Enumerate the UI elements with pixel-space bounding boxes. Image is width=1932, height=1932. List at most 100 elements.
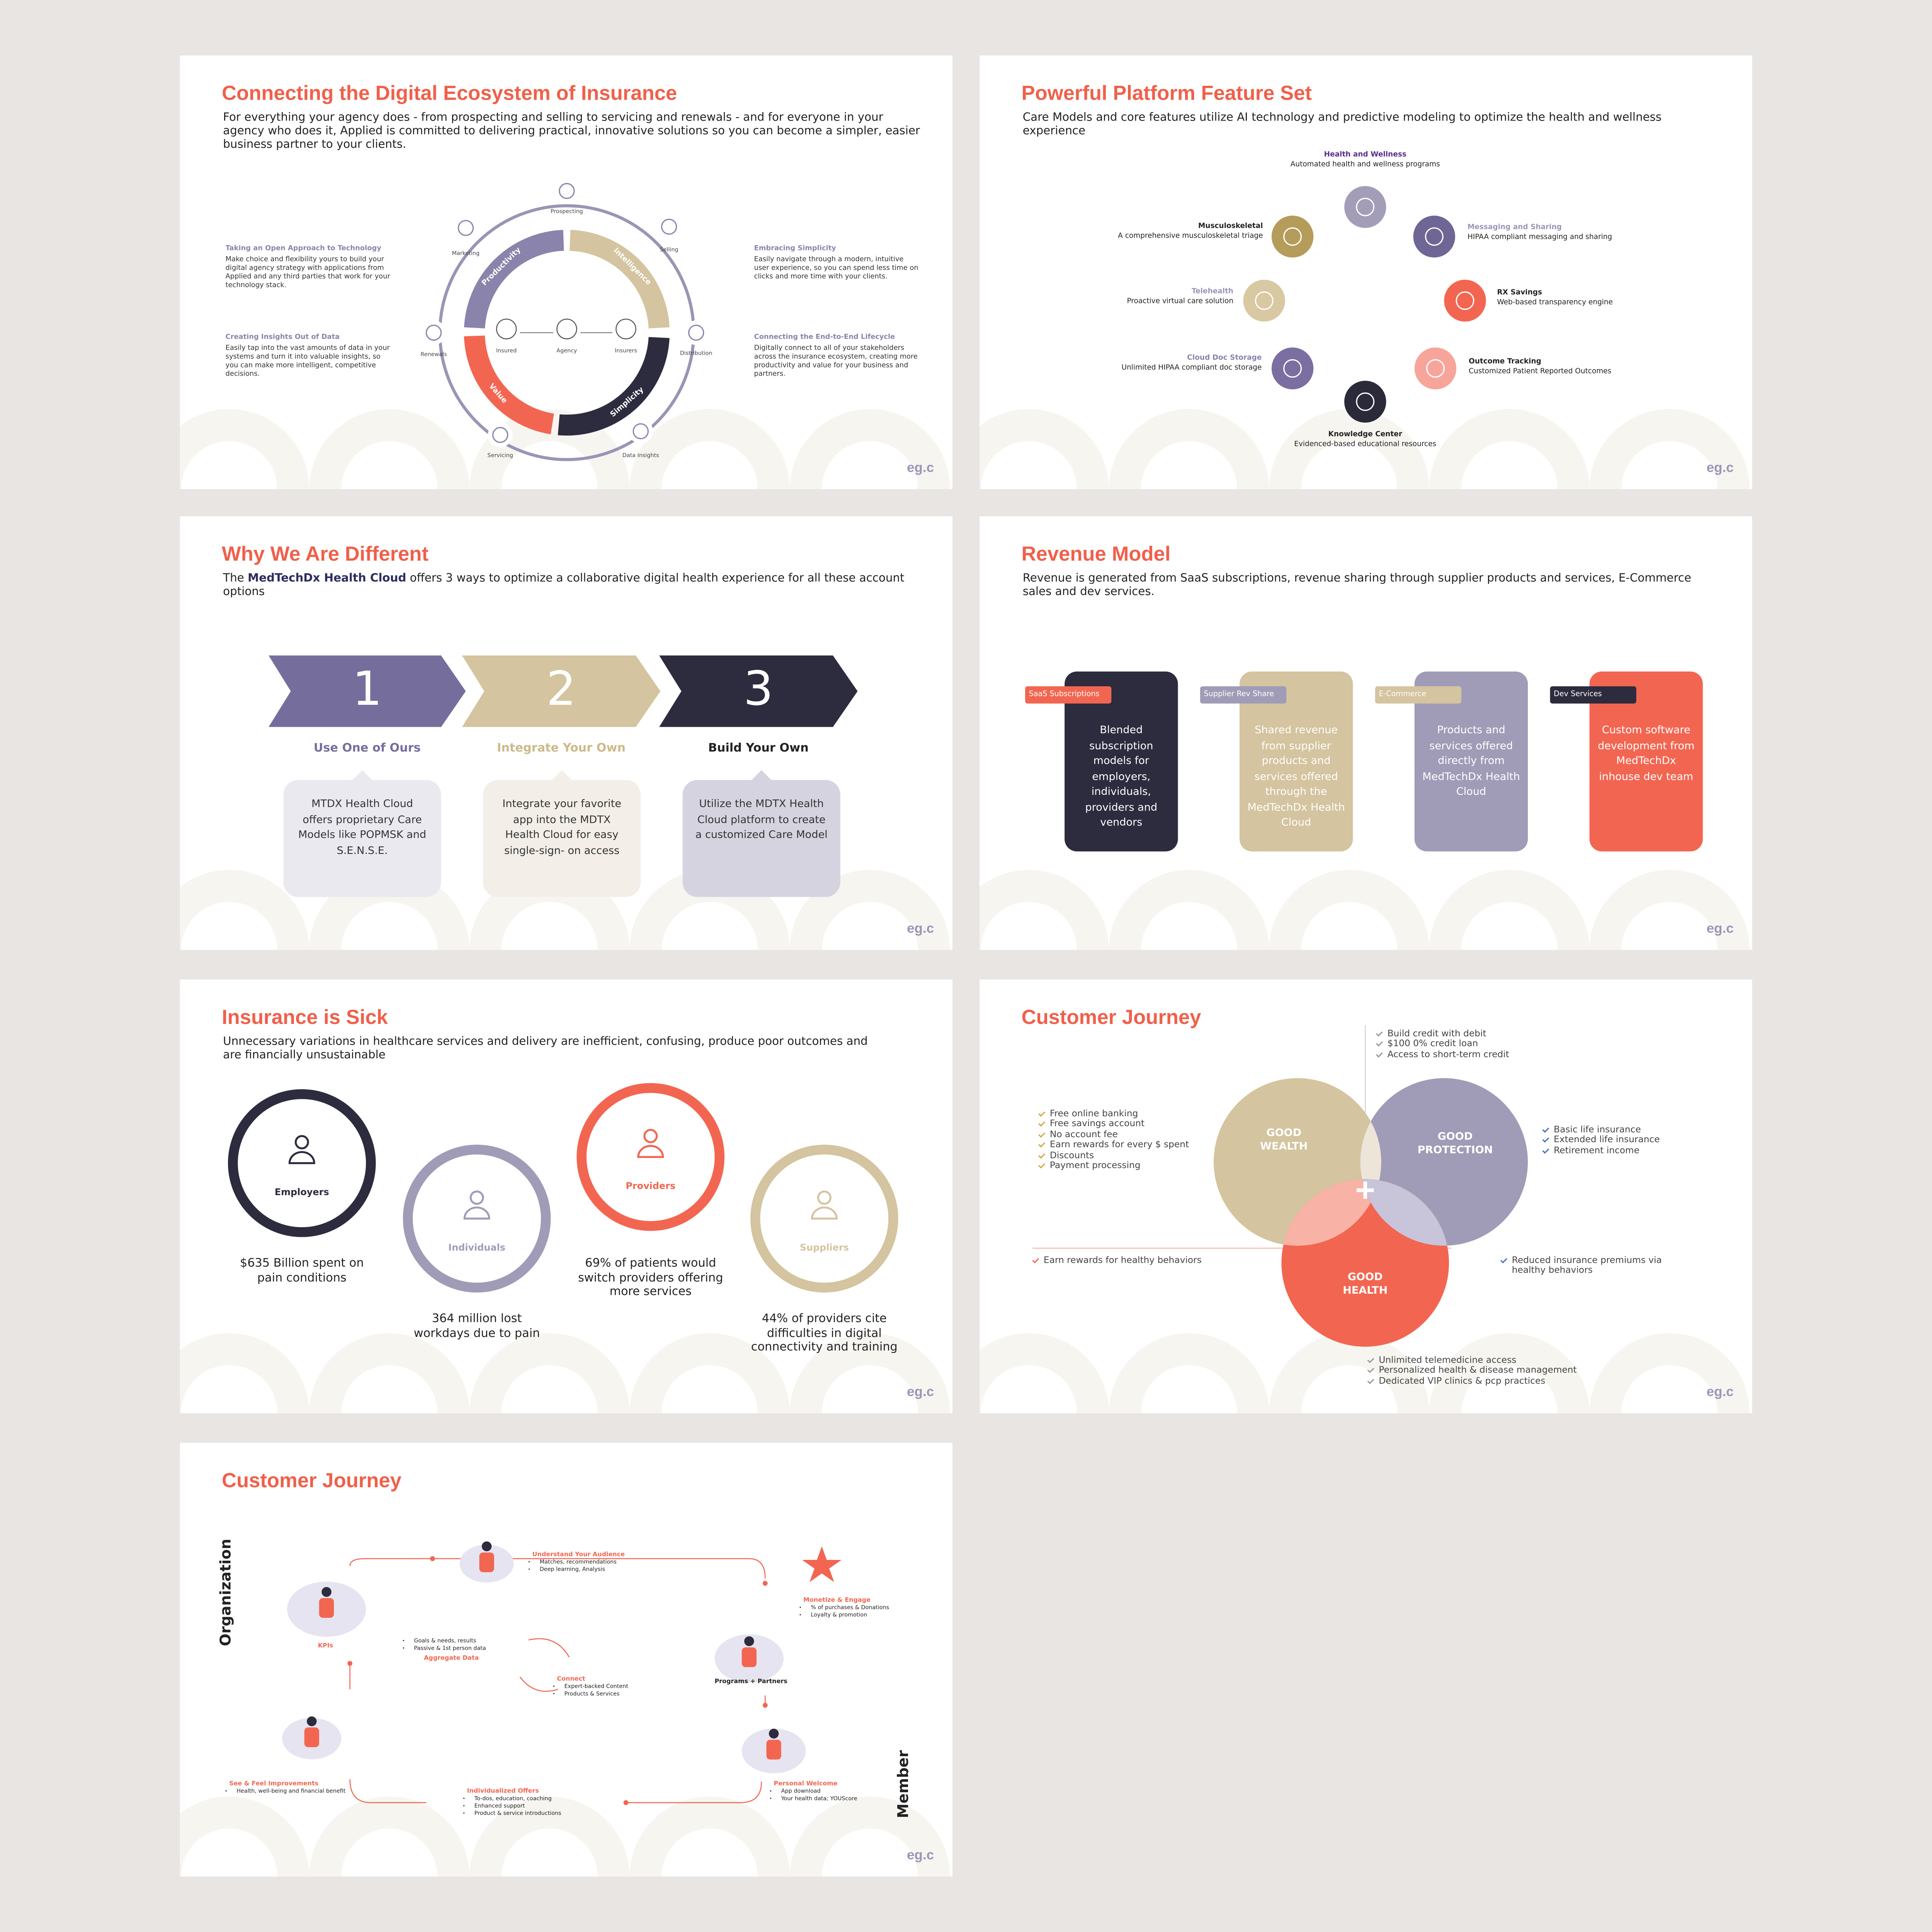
bullet-list: Matches, recommendationsDeep learning, A… [532, 1560, 675, 1575]
tag-label: Dev Services [1554, 690, 1602, 699]
step-title: Personal Welcome [774, 1780, 838, 1788]
intro-text: offers 3 ways to optimize a collaborativ… [223, 571, 905, 599]
logo: eg.c [906, 922, 934, 937]
stage-icon-bg [488, 422, 513, 447]
feature-glyph [1283, 359, 1302, 378]
watermark [1269, 1333, 1429, 1413]
feature-glyph [1283, 227, 1302, 246]
watermark [180, 870, 310, 950]
bullet: Passive & 1st person data [414, 1646, 549, 1653]
slide: Insurance is Sick eg.c Unnecessary variati… [180, 980, 952, 1413]
slide: Powerful Platform Feature Set eg.c Care Mo… [980, 55, 1752, 489]
slide: Connecting the Digital Ecosystem of Insu… [180, 55, 952, 489]
bullet: Deep learning, Analysis [540, 1567, 675, 1575]
watermark [1109, 1333, 1269, 1413]
option-pointer [352, 770, 372, 780]
overlap-ph [1360, 1179, 1449, 1246]
watermark [790, 409, 950, 489]
feature-name: RX Savings [1497, 289, 1542, 297]
stage-icon [425, 325, 442, 341]
revenue-tag [1375, 686, 1461, 704]
stage-label: Data Insights [622, 453, 659, 460]
stage-label: Marketing [452, 251, 480, 258]
bullet: Loyalty & promotion [811, 1613, 946, 1620]
cycle-arrow [519, 1677, 558, 1692]
feature-icon [1413, 216, 1455, 258]
stage-icon [633, 423, 649, 439]
step-title: Individualized Offers [467, 1787, 539, 1796]
feature-glyph [1356, 392, 1375, 411]
bullet: Goals & needs, results [414, 1639, 549, 1646]
chevron [462, 655, 661, 727]
chevron [659, 655, 858, 727]
check-item: Retirement income [1543, 1145, 1715, 1156]
stage-icon-bg [628, 419, 653, 444]
logo: eg.c [1706, 922, 1734, 937]
feature-name: Cloud Doc Storage [1187, 355, 1262, 362]
group-label: Individuals [448, 1242, 505, 1253]
watermark [180, 1333, 310, 1413]
revenue-tag [1025, 686, 1112, 704]
bullet-list: Goals & needs, resultsPassive & 1st pers… [406, 1639, 549, 1653]
stage-icon [457, 220, 474, 236]
check-item: No account fee [1039, 1129, 1199, 1140]
option-text: Utilize the MDTX Health Cloud platform t… [695, 798, 828, 842]
watermark [1269, 870, 1429, 950]
overlap [1360, 1179, 1449, 1246]
watermark [309, 409, 469, 489]
flow-dot [347, 1661, 352, 1666]
item-title: Taking an Open Approach to Technology [225, 245, 381, 253]
item-text: Easily navigate through a modern, intuit… [754, 256, 918, 281]
slide-graphics [180, 1541, 950, 1877]
logo: eg.c [1706, 461, 1734, 476]
stage-icon-bg [554, 179, 579, 204]
slide-graphics [980, 1025, 1750, 1413]
check-item: Build credit with debit [1376, 1028, 1623, 1039]
revenue-text: Shared revenue from supplier products an… [1247, 724, 1345, 830]
item-title: Connecting the End-to-End Lifecycle [754, 334, 895, 342]
option-number: 2 [546, 662, 577, 716]
stage-icon [559, 183, 575, 199]
item-text: Make choice and flexibility yours to bui… [225, 256, 390, 290]
logo: eg.c [1706, 1385, 1734, 1400]
slide-graphics [980, 671, 1750, 950]
slide-title: Customer Journey [1021, 1007, 1201, 1029]
bullet-list: App downloadYour health data; YOUScore [774, 1789, 917, 1804]
feature-name: Outcome Tracking [1469, 358, 1541, 366]
item-title: Embracing Simplicity [754, 245, 836, 253]
check-list: Earn rewards for healthy behaviors [1032, 1254, 1217, 1266]
group-stat: 69% of patients would switch providers o… [578, 1257, 723, 1299]
logo: eg.c [906, 461, 934, 476]
check-item: Personalized health & disease management [1368, 1365, 1663, 1376]
check-item: Discounts [1039, 1149, 1199, 1161]
group-icon [288, 1151, 315, 1164]
feature-glyph [1426, 359, 1445, 378]
feature-name: Health and Wellness [1324, 151, 1406, 159]
option-number: 1 [352, 662, 382, 716]
step-title: Monetize & Engage [803, 1597, 871, 1604]
option-text: Integrate your favorite app into the MDT… [502, 798, 621, 857]
bullet-list: Health, well-being and financial benefit [229, 1789, 372, 1796]
intro: The MedTechDx Health Cloud offers 3 ways… [223, 572, 913, 599]
center-label: Insurers [615, 349, 637, 355]
feature-icon [1243, 279, 1285, 322]
intro: Unnecessary variations in healthcare ser… [223, 1035, 868, 1062]
flow-dot [762, 1702, 768, 1708]
flow-line [626, 1781, 762, 1803]
watermark [629, 1796, 790, 1877]
watermark [309, 1333, 469, 1413]
intro: For everything your agency does - from p… [223, 111, 920, 152]
item-title: Creating Insights Out of Data [225, 334, 340, 342]
option-number: 3 [743, 662, 774, 716]
group-label: Employers [274, 1186, 329, 1198]
feature-icon [1344, 381, 1386, 423]
check-item: Unlimited telemedicine access [1368, 1354, 1663, 1366]
feature-icon [1444, 279, 1486, 322]
step-title: Understand Your Audience [532, 1551, 625, 1559]
check-list: Reduced insurance premiums via healthy b… [1501, 1255, 1698, 1276]
stage-icon-bg [684, 320, 709, 345]
slide-graphics [180, 655, 950, 950]
stage-label: Renewals [420, 352, 447, 359]
center-label: Agency [556, 349, 577, 355]
stage-icon-bg [421, 320, 446, 345]
